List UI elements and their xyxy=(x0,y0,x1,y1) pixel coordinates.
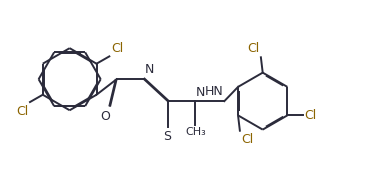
Text: Cl: Cl xyxy=(305,109,317,122)
Text: Cl: Cl xyxy=(242,132,254,146)
Text: N: N xyxy=(145,63,154,76)
Text: N: N xyxy=(196,86,205,99)
Text: CH₃: CH₃ xyxy=(185,127,206,137)
Text: Cl: Cl xyxy=(247,43,259,56)
Text: HN: HN xyxy=(205,85,223,98)
Text: S: S xyxy=(163,130,171,143)
Text: O: O xyxy=(101,110,111,123)
Text: Cl: Cl xyxy=(111,42,123,55)
Text: Cl: Cl xyxy=(16,105,28,118)
